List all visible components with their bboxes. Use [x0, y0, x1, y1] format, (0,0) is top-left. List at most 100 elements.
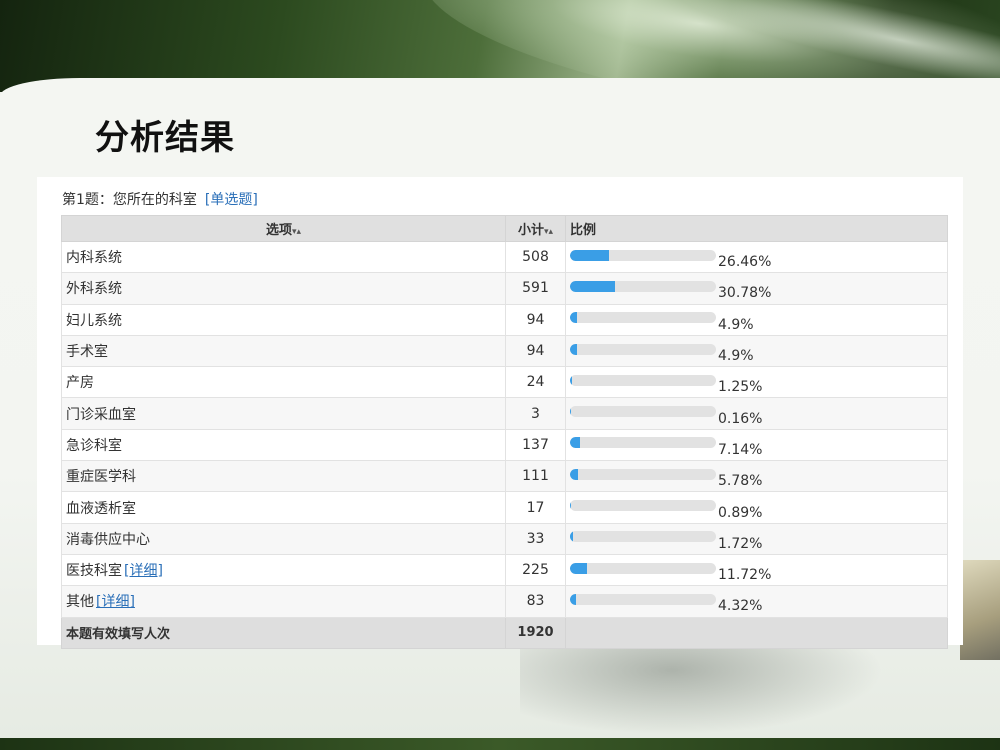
count-cell: 17 [505, 491, 566, 524]
question-heading: 第1题：您所在的科室 [单选题] [62, 189, 258, 209]
table-row: 急诊科室 137 7.14% [61, 428, 948, 462]
ratio-percent: 0.89% [718, 504, 763, 521]
option-cell: 医技科室 [详细] [61, 553, 506, 587]
column-header-count[interactable]: 小计▾▴ [505, 215, 566, 242]
option-cell: 血液透析室 [61, 491, 506, 524]
count-cell: 94 [505, 303, 566, 336]
detail-link[interactable]: [详细] [96, 594, 135, 611]
ratio-cell: 4.9% [565, 334, 948, 368]
ratio-percent: 11.72% [718, 567, 772, 584]
ratio-bar [570, 278, 716, 294]
ratio-bar-fill [570, 312, 578, 324]
option-cell: 重症医学科 [61, 460, 506, 493]
count-cell: 225 [505, 553, 566, 587]
ratio-cell: 4.9% [565, 303, 948, 336]
ratio-bar-fill [570, 593, 577, 605]
ratio-bar-fill [570, 468, 579, 480]
ratio-bar-fill [570, 562, 588, 574]
ratio-bar [570, 404, 716, 420]
table-row: 重症医学科 111 5.78% [61, 460, 948, 493]
option-cell: 外科系统 [61, 272, 506, 305]
count-cell: 83 [505, 585, 566, 618]
question-type: [单选题] [204, 192, 258, 208]
ratio-cell: 30.78% [565, 272, 948, 305]
table-row: 产房 24 1.25% [61, 366, 948, 399]
option-label: 外科系统 [66, 281, 122, 298]
table-row: 血液透析室 17 0.89% [61, 491, 948, 524]
ratio-bar-fill [570, 374, 572, 386]
ratio-bar-fill [570, 500, 572, 512]
ratio-cell: 1.25% [565, 366, 948, 399]
ratio-bar-track [570, 249, 716, 261]
table-row: 消毒供应中心 33 1.72% [61, 522, 948, 555]
question-text: 第1题：您所在的科室 [62, 192, 197, 208]
option-cell: 门诊采血室 [61, 397, 506, 430]
count-cell: 111 [505, 460, 566, 493]
option-label: 手术室 [66, 344, 108, 361]
table-total-row: 本题有效填写人次 1920 [61, 616, 948, 649]
ratio-cell: 7.14% [565, 428, 948, 462]
ratio-bar-track [570, 343, 716, 355]
ratio-bar-track [570, 374, 716, 386]
table-row: 妇儿系统 94 4.9% [61, 303, 948, 336]
ratio-cell: 0.89% [565, 491, 948, 524]
total-count: 1920 [505, 616, 566, 649]
table-row: 医技科室 [详细] 225 11.72% [61, 553, 948, 587]
ratio-bar-fill [570, 531, 573, 543]
ratio-percent: 4.9% [718, 316, 754, 333]
ratio-bar [570, 372, 716, 388]
sort-arrows-icon[interactable]: ▾▴ [291, 227, 302, 237]
option-cell: 急诊科室 [61, 428, 506, 462]
option-label: 妇儿系统 [66, 312, 122, 329]
ratio-percent: 4.32% [718, 598, 763, 615]
ratio-bar [570, 310, 716, 326]
ratio-percent: 4.9% [718, 348, 754, 365]
option-label: 产房 [66, 375, 94, 392]
column-header-option[interactable]: 选项▾▴ [61, 215, 506, 242]
count-cell: 137 [505, 428, 566, 462]
ratio-bar [570, 247, 716, 263]
ratio-bar-track [570, 406, 716, 418]
table-row: 其他 [详细] 83 4.32% [61, 585, 948, 618]
option-cell: 产房 [61, 366, 506, 399]
option-cell: 其他 [详细] [61, 585, 506, 618]
ratio-bar-fill [570, 343, 578, 355]
option-label: 门诊采血室 [66, 406, 136, 423]
option-label: 内科系统 [66, 250, 122, 267]
ratio-cell: 4.32% [565, 585, 948, 618]
option-cell: 内科系统 [61, 240, 506, 274]
ratio-bar-track [570, 593, 716, 605]
results-panel: 第1题：您所在的科室 [单选题] 选项▾▴ 小计▾▴ 比例 内科系统 508 26.4… [37, 177, 963, 649]
sort-arrows-icon[interactable]: ▾▴ [543, 227, 554, 237]
option-label: 重症医学科 [66, 469, 136, 486]
decorative-object [960, 560, 1000, 660]
slide-title: 分析结果 [95, 118, 235, 158]
ratio-bar-track [570, 562, 716, 574]
option-label: 血液透析室 [66, 500, 136, 517]
ratio-bar-track [570, 312, 716, 324]
ratio-bar-track [570, 437, 716, 449]
column-header-ratio: 比例 [565, 215, 948, 242]
ratio-bar [570, 341, 716, 357]
ratio-percent: 30.78% [718, 285, 772, 302]
count-cell: 94 [505, 334, 566, 368]
option-cell: 消毒供应中心 [61, 522, 506, 555]
ratio-bar-track [570, 468, 716, 480]
ratio-bar [570, 498, 716, 514]
ratio-bar-track [570, 280, 716, 292]
ratio-cell: 26.46% [565, 240, 948, 274]
ratio-percent: 1.25% [718, 379, 763, 396]
total-label: 本题有效填写人次 [61, 616, 506, 649]
ratio-percent: 5.78% [718, 473, 763, 490]
ratio-cell: 11.72% [565, 553, 948, 587]
ratio-bar-track [570, 531, 716, 543]
option-label: 急诊科室 [66, 437, 122, 454]
slide-footer-band [0, 738, 1000, 750]
ratio-percent: 0.16% [718, 410, 763, 427]
detail-link[interactable]: [详细] [124, 563, 163, 580]
slide-header-background [0, 0, 1000, 92]
ratio-bar [570, 591, 716, 607]
results-table: 选项▾▴ 小计▾▴ 比例 内科系统 508 26.46% 外科系统 591 30.78% 妇… [61, 215, 948, 649]
ratio-bar-fill [570, 437, 581, 449]
ratio-cell: 0.16% [565, 397, 948, 430]
